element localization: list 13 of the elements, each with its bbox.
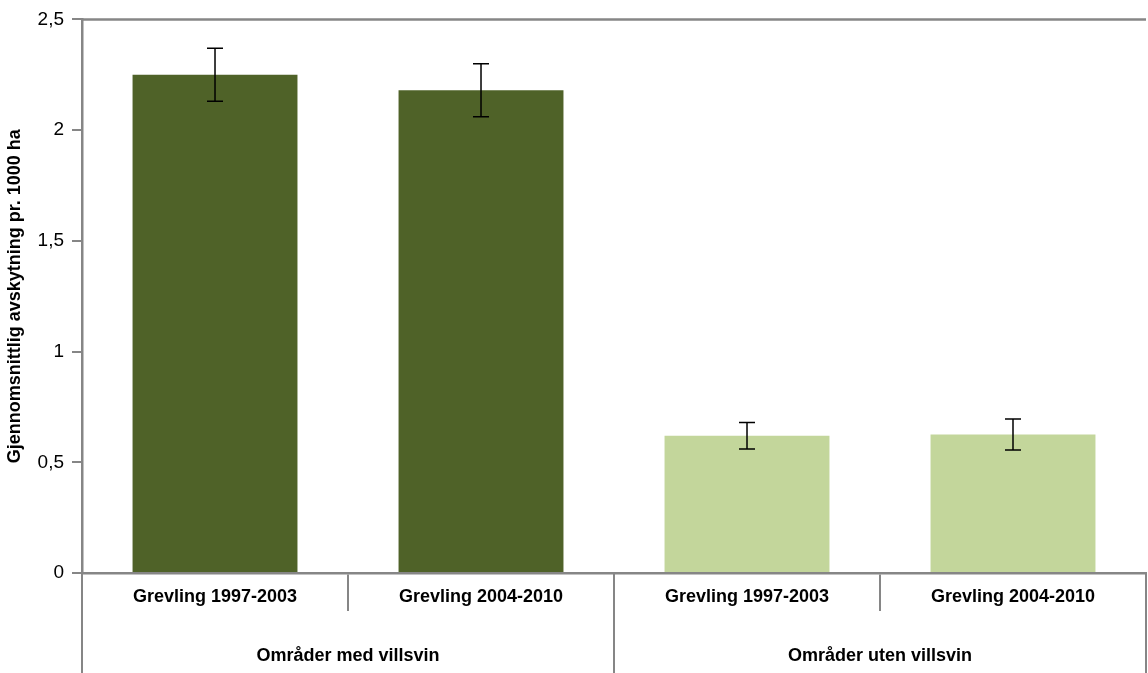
y-tick-label: 0 bbox=[53, 561, 65, 583]
x-tick-label: Grevling 2004-2010 bbox=[398, 585, 564, 606]
y-tick-label: 1,5 bbox=[37, 229, 65, 251]
x-tick-label: Grevling 2004-2010 bbox=[930, 585, 1096, 606]
y-tick-label: 2,5 bbox=[37, 7, 65, 29]
y-axis-title: Gjennomsnittlig avskytning pr. 1000 ha bbox=[3, 128, 24, 464]
text: Områder uten villsvin bbox=[787, 644, 973, 665]
x-tick-label: Grevling 1997-2003 bbox=[664, 585, 830, 606]
x-tick-label: Grevling 1997-2003 bbox=[132, 585, 298, 606]
y-tick-label: 2 bbox=[53, 118, 65, 140]
y-tick-label: 1 bbox=[53, 339, 65, 361]
text: Områder med villsvin bbox=[256, 644, 440, 665]
y-tick-label: 0,5 bbox=[37, 450, 65, 472]
